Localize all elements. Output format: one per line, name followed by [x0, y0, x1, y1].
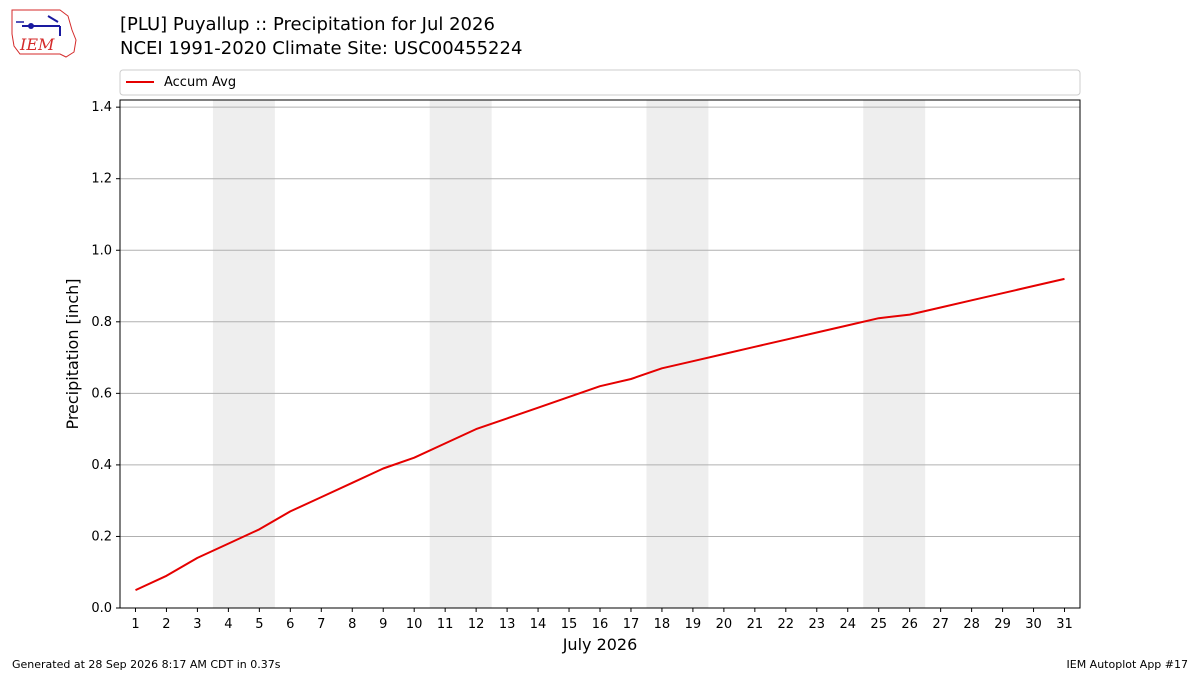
x-tick-label: 3 — [193, 617, 201, 632]
weekend-band-2 — [429, 100, 492, 608]
x-tick-label: 8 — [348, 617, 356, 632]
series-line-accum-avg — [135, 277, 1065, 592]
legend-box — [119, 69, 1081, 96]
x-tick-label: 30 — [1025, 617, 1042, 632]
footer-app: IEM Autoplot App #17 — [1067, 658, 1189, 671]
y-axis: 0.0 0.2 0.4 0.6 0.8 1.0 1.2 1.4 — [91, 100, 120, 616]
x-tick-label: 15 — [561, 617, 578, 632]
x-tick-label: 21 — [747, 617, 764, 632]
x-tick-label: 26 — [901, 617, 918, 632]
x-tick-label: 17 — [623, 617, 640, 632]
x-tick-label: 29 — [994, 617, 1011, 632]
x-tick-label: 14 — [530, 617, 547, 632]
x-tick-label: 22 — [778, 617, 795, 632]
x-tick-label: 5 — [255, 617, 263, 632]
weekend-band-4 — [863, 100, 926, 608]
x-tick-label: 13 — [499, 617, 516, 632]
x-tick-label: 28 — [963, 617, 980, 632]
x-tick-label: 18 — [654, 617, 671, 632]
footer-generated: Generated at 28 Sep 2026 8:17 AM CDT in … — [12, 658, 281, 671]
x-tick-label: 6 — [286, 617, 294, 632]
x-axis: 1 2 3 4 5 6 7 8 9 10 11 12 13 14 15 16 17 18 19 20 21 22 23 24 2… — [131, 608, 1073, 632]
legend: Accum Avg — [119, 69, 1081, 96]
x-tick-label: 19 — [685, 617, 702, 632]
logo-text: IEM — [19, 35, 55, 54]
x-tick-label: 23 — [809, 617, 826, 632]
y-tick-label: 0.0 — [91, 601, 112, 616]
x-tick-label: 16 — [592, 617, 609, 632]
y-tick-label: 0.2 — [91, 529, 112, 544]
weekend-band-1 — [212, 100, 275, 608]
x-tick-label: 9 — [379, 617, 387, 632]
x-axis-title: July 2026 — [562, 635, 638, 654]
series-layer — [135, 277, 1065, 592]
chart-title: [PLU] Puyallup :: Precipitation for Jul … — [120, 14, 495, 35]
y-tick-label: 0.8 — [91, 315, 112, 330]
x-tick-label: 4 — [224, 617, 232, 632]
weekend-band-3 — [646, 100, 709, 608]
iem-logo: IEM — [11, 9, 77, 58]
y-axis-title: Precipitation [inch] — [63, 278, 82, 429]
x-tick-label: 11 — [437, 617, 454, 632]
x-tick-label: 25 — [870, 617, 887, 632]
x-tick-label: 24 — [839, 617, 856, 632]
chart-subtitle: NCEI 1991-2020 Climate Site: USC00455224 — [120, 38, 522, 59]
y-tick-label: 1.2 — [91, 172, 112, 187]
y-tick-label: 0.4 — [91, 458, 112, 473]
y-tick-label: 1.0 — [91, 243, 112, 258]
x-tick-label: 31 — [1056, 617, 1073, 632]
x-tick-label: 10 — [406, 617, 423, 632]
x-tick-label: 27 — [932, 617, 949, 632]
y-tick-label: 1.4 — [91, 100, 112, 115]
legend-label-accum-avg: Accum Avg — [164, 75, 236, 90]
x-tick-label: 2 — [162, 617, 170, 632]
x-tick-label: 12 — [468, 617, 485, 632]
weekend-shading — [212, 100, 926, 608]
x-tick-label: 20 — [716, 617, 733, 632]
x-tick-label: 7 — [317, 617, 325, 632]
x-tick-label: 1 — [131, 617, 139, 632]
y-tick-label: 0.6 — [91, 386, 112, 401]
